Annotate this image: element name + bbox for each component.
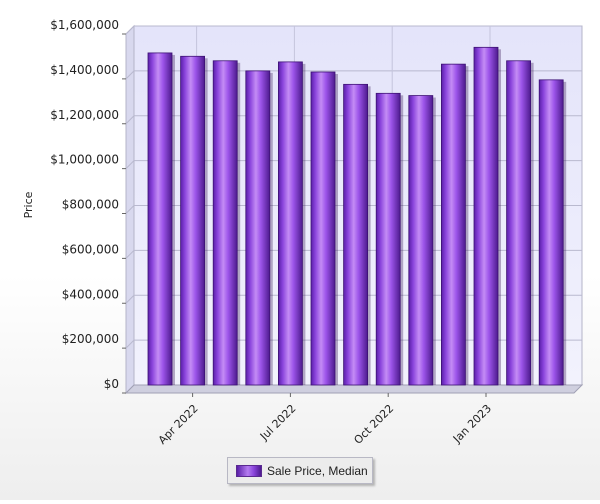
bar bbox=[408, 95, 434, 386]
gridline-side bbox=[125, 205, 135, 214]
y-tick-label: $1,000,000 bbox=[50, 153, 119, 167]
gridline-side bbox=[125, 160, 135, 169]
y-tick-label: $600,000 bbox=[62, 242, 119, 256]
plot-floor bbox=[124, 384, 584, 394]
gridline-side bbox=[125, 70, 135, 80]
bar bbox=[506, 60, 532, 386]
gridline-side bbox=[125, 294, 135, 304]
bar bbox=[538, 79, 564, 386]
bar bbox=[473, 46, 499, 386]
y-tick-label: $800,000 bbox=[62, 198, 119, 212]
bar bbox=[180, 55, 206, 386]
bar bbox=[277, 61, 303, 386]
y-tick-label: $400,000 bbox=[62, 287, 119, 301]
gridline-side bbox=[125, 115, 135, 125]
bar bbox=[440, 63, 466, 386]
bar bbox=[147, 52, 173, 386]
gridline-side bbox=[125, 25, 135, 35]
bar bbox=[375, 92, 401, 386]
bar bbox=[310, 71, 336, 386]
x-tick-label: Apr 2022 bbox=[156, 402, 201, 447]
gridline-side bbox=[125, 339, 135, 349]
y-tick-label: $200,000 bbox=[62, 332, 119, 346]
legend-label: Sale Price, Median bbox=[267, 463, 368, 478]
gridline-side bbox=[125, 250, 135, 259]
y-tick-label: $1,600,000 bbox=[50, 18, 119, 32]
y-axis-label: Price bbox=[22, 191, 35, 218]
y-tick-label: $0 bbox=[104, 377, 119, 391]
x-tick-label: Jul 2022 bbox=[257, 402, 299, 444]
bar bbox=[343, 83, 369, 386]
legend-swatch bbox=[236, 464, 262, 477]
x-tick-label: Jan 2023 bbox=[450, 402, 494, 446]
bar bbox=[212, 60, 238, 386]
x-tick-label: Oct 2022 bbox=[351, 402, 396, 447]
y-tick-label: $1,400,000 bbox=[50, 63, 119, 77]
legend: Sale Price, Median bbox=[227, 457, 373, 484]
bar bbox=[245, 70, 271, 386]
y-tick-label: $1,200,000 bbox=[50, 108, 119, 122]
